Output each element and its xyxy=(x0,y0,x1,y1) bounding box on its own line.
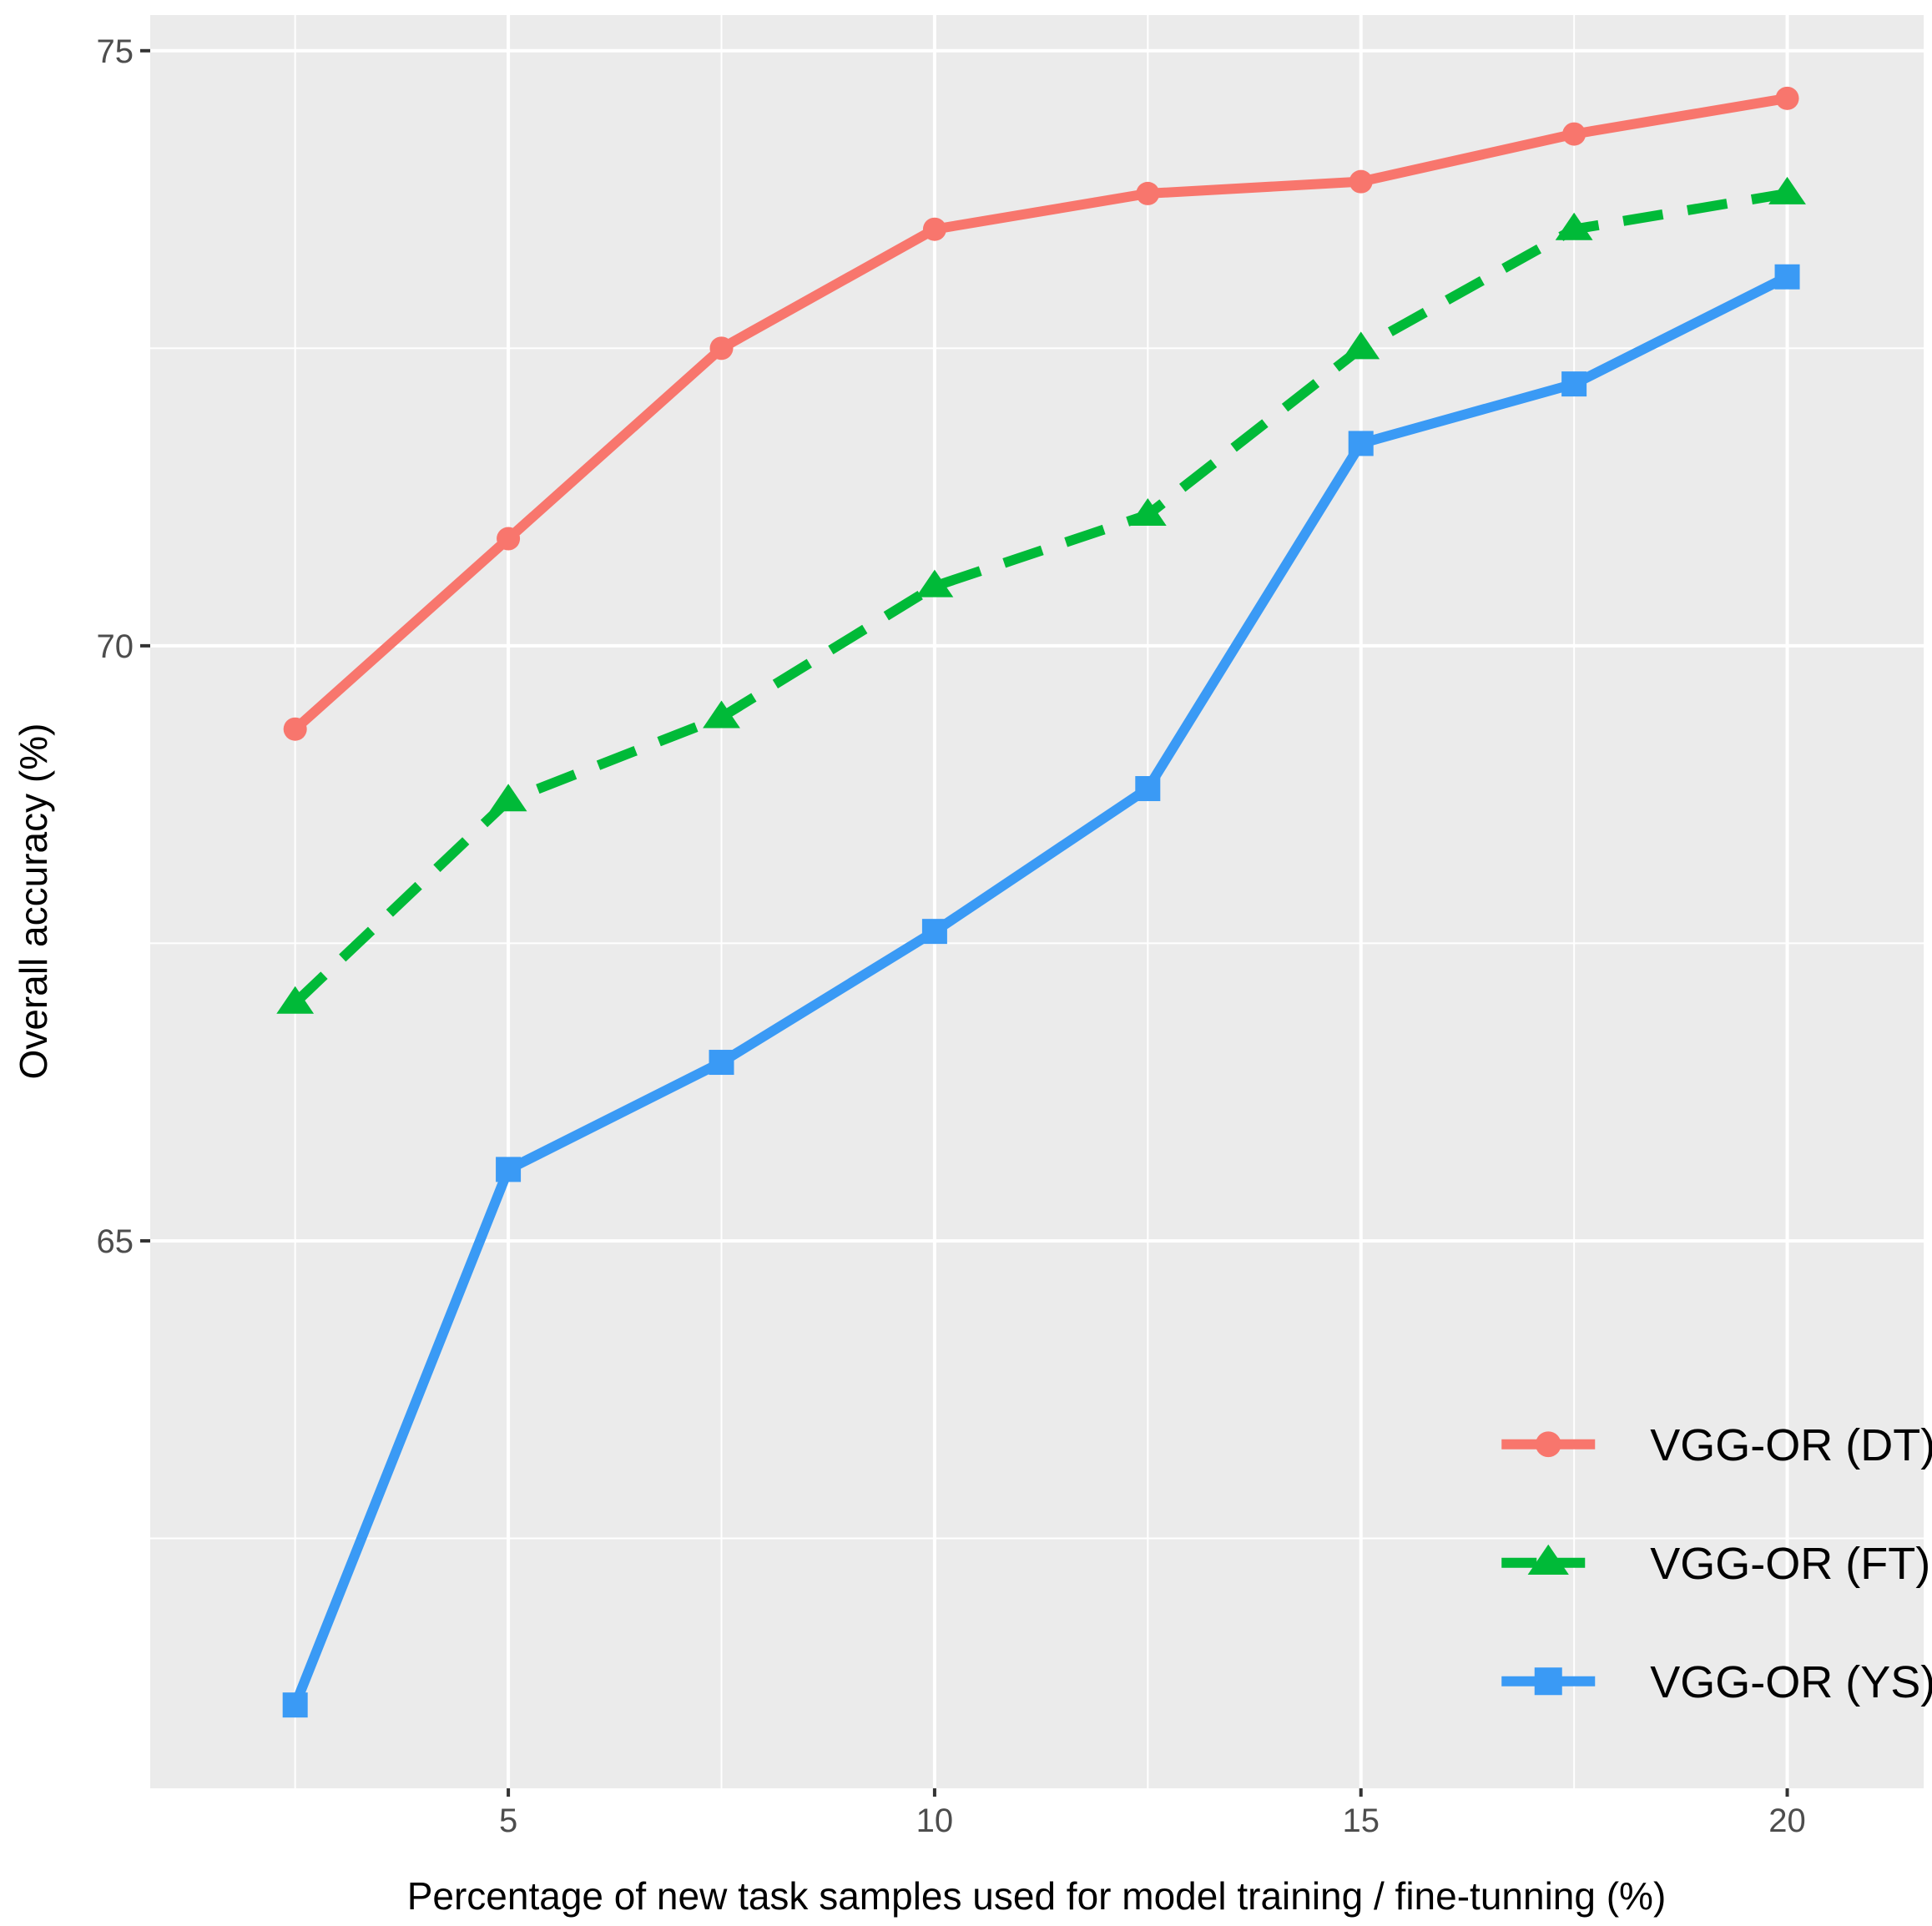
data-point-dt xyxy=(709,336,734,360)
data-point-ft xyxy=(1555,212,1593,240)
y-tick-label: 65 xyxy=(97,1223,134,1260)
data-point-ys xyxy=(282,1692,308,1718)
data-point-ft xyxy=(916,569,954,597)
grid-major xyxy=(150,15,1924,1788)
series-line-dt xyxy=(291,93,1788,734)
data-point-dt xyxy=(283,717,307,741)
legend: VGG-OR (DT) VGG-OR (FT) VGG-OR (YS) xyxy=(1501,1420,1932,1707)
data-point-ft xyxy=(1768,176,1806,204)
data-point-ys xyxy=(921,919,947,945)
data-point-ys xyxy=(496,1157,522,1182)
legend-label-ys: VGG-OR (YS) xyxy=(1650,1657,1932,1707)
y-tick-label: 70 xyxy=(97,628,134,665)
data-point-dt xyxy=(1562,122,1586,146)
series-line-ft xyxy=(291,189,1788,1007)
data-point-ft xyxy=(489,784,527,812)
legend-label-dt: VGG-OR (DT) xyxy=(1650,1420,1932,1470)
x-tick-label: 20 xyxy=(1768,1802,1806,1839)
data-point-dt xyxy=(1775,86,1799,110)
series-line-ys xyxy=(290,272,1790,1707)
data-point-dt xyxy=(1136,181,1160,205)
data-point-ft xyxy=(703,700,740,729)
x-tick-label: 10 xyxy=(916,1802,954,1839)
legend-key-marker-ft xyxy=(1527,1544,1569,1576)
data-point-ys xyxy=(1774,264,1800,290)
data-point-ys xyxy=(1561,371,1587,397)
axes-layer: 5 10 15 20 65 70 75 xyxy=(97,33,1806,1839)
y-axis-title: Overall accuracy (%) xyxy=(12,724,55,1080)
data-point-dt xyxy=(1349,169,1373,194)
x-axis-title: Percentage of new task samples used for … xyxy=(407,1874,1667,1918)
data-point-ys xyxy=(1348,431,1374,456)
y-tick-label: 75 xyxy=(97,33,134,70)
legend-label-ft: VGG-OR (FT) xyxy=(1650,1539,1930,1589)
series-layer xyxy=(276,86,1806,1718)
x-tick-label: 15 xyxy=(1342,1802,1380,1839)
data-point-ft xyxy=(1128,497,1167,526)
x-tick-label: 5 xyxy=(499,1802,517,1839)
legend-key-marker-ys xyxy=(1534,1667,1562,1696)
data-point-ys xyxy=(709,1050,734,1076)
plot-panel xyxy=(150,15,1924,1788)
grid-minor xyxy=(150,15,1924,1788)
legend-key-marker-dt xyxy=(1535,1431,1561,1458)
data-point-dt xyxy=(922,217,946,241)
data-point-dt xyxy=(497,527,521,551)
data-point-ft xyxy=(1342,331,1380,360)
data-point-ys xyxy=(1135,776,1161,802)
data-point-ft xyxy=(276,986,315,1014)
